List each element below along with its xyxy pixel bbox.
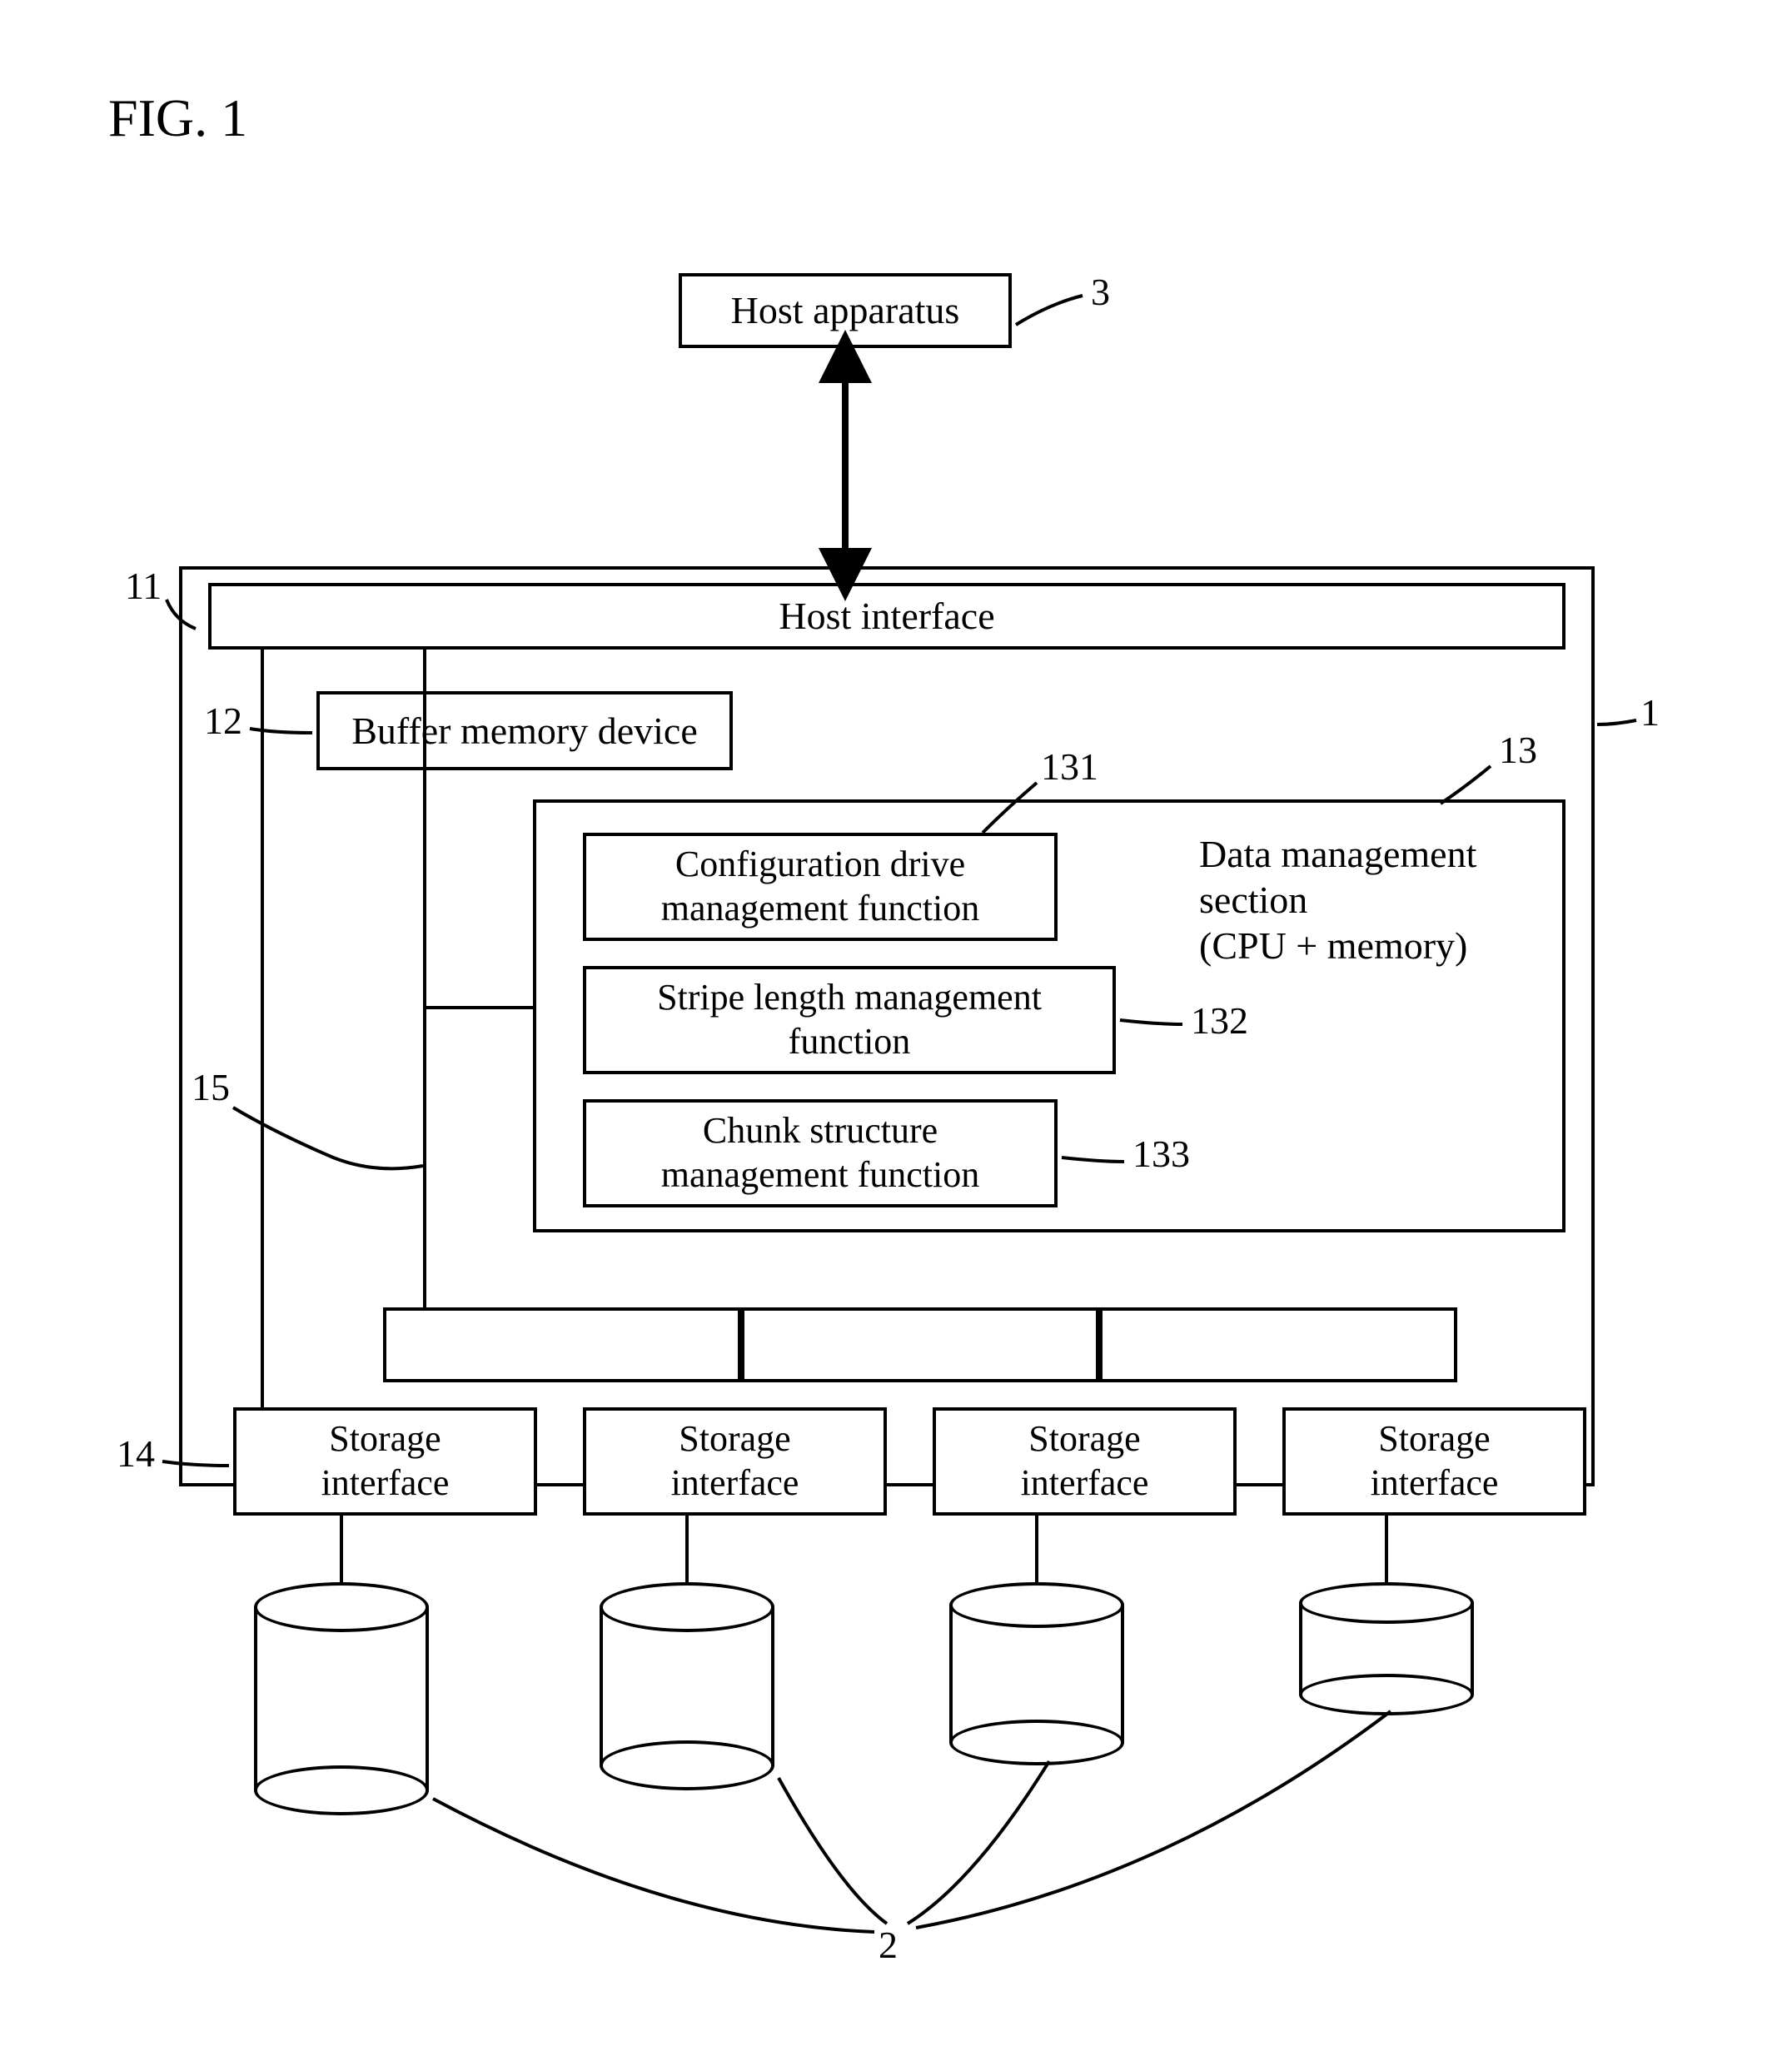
diagram-canvas: FIG. 1 Host apparatus Host interface Buf… [0, 0, 1792, 2071]
storage-interface-2-label: Storage interface [671, 1417, 799, 1506]
dms-title-line1: Data management [1199, 833, 1476, 877]
ref-3: 3 [1091, 271, 1110, 315]
bus-cell-3 [1099, 1307, 1457, 1382]
storage-interface-3: Storage interface [933, 1407, 1237, 1516]
chunk-structure-label: Chunk structure management function [661, 1109, 979, 1197]
drive-cylinder-4 [1299, 1582, 1474, 1715]
storage-interface-4: Storage interface [1282, 1407, 1586, 1516]
chunk-structure-box: Chunk structure management function [583, 1099, 1058, 1207]
ref-11: 11 [125, 565, 162, 609]
host-apparatus-box: Host apparatus [679, 273, 1012, 348]
ref-12: 12 [204, 699, 242, 744]
stripe-length-label: Stripe length management function [657, 976, 1042, 1064]
ref-1: 1 [1640, 691, 1660, 735]
host-interface-box: Host interface [208, 583, 1566, 650]
config-drive-box: Configuration drive management function [583, 833, 1058, 941]
host-interface-label: Host interface [779, 593, 994, 639]
stripe-length-box: Stripe length management function [583, 966, 1116, 1074]
host-apparatus-label: Host apparatus [731, 287, 960, 333]
storage-interface-2: Storage interface [583, 1407, 887, 1516]
ref-14: 14 [117, 1432, 155, 1476]
dms-title-line2: section [1199, 879, 1307, 923]
ref-131: 131 [1041, 745, 1098, 789]
figure-title: FIG. 1 [108, 87, 247, 149]
drive-cylinder-3 [949, 1582, 1124, 1765]
bus-cell-2 [741, 1307, 1099, 1382]
ref-15: 15 [192, 1066, 230, 1110]
storage-interface-4-label: Storage interface [1371, 1417, 1499, 1506]
ref-132: 132 [1191, 999, 1248, 1043]
ref-13: 13 [1499, 729, 1537, 773]
ref-2: 2 [879, 1924, 898, 1968]
drive-cylinder-2 [600, 1582, 774, 1790]
drive-cylinder-1 [254, 1582, 429, 1815]
buffer-memory-box: Buffer memory device [316, 691, 733, 770]
config-drive-label: Configuration drive management function [661, 843, 979, 931]
storage-interface-1-label: Storage interface [321, 1417, 450, 1506]
storage-interface-1: Storage interface [233, 1407, 537, 1516]
buffer-memory-label: Buffer memory device [351, 708, 698, 754]
bus-cell-1 [383, 1307, 741, 1382]
dms-title-line3: (CPU + memory) [1199, 924, 1467, 968]
ref-133: 133 [1132, 1133, 1190, 1177]
storage-interface-3-label: Storage interface [1021, 1417, 1149, 1506]
